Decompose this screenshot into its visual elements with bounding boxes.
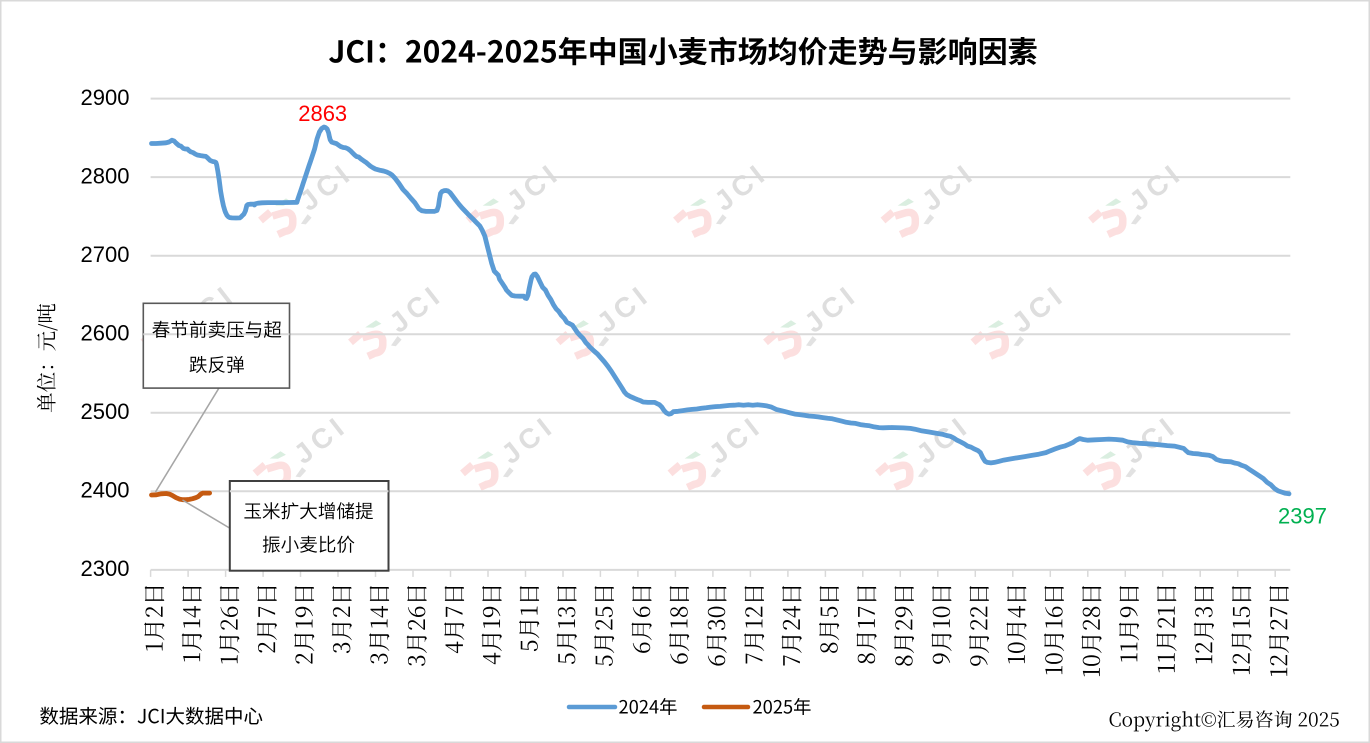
- svg-text:2900: 2900: [81, 85, 130, 110]
- svg-text:2700: 2700: [81, 242, 130, 267]
- svg-text:2600: 2600: [81, 321, 130, 346]
- svg-text:2397: 2397: [1278, 504, 1327, 529]
- svg-text:2863: 2863: [298, 101, 347, 126]
- svg-text:2300: 2300: [81, 556, 130, 581]
- svg-text:2800: 2800: [81, 163, 130, 188]
- svg-text:2500: 2500: [81, 399, 130, 424]
- svg-text:2400: 2400: [81, 478, 130, 503]
